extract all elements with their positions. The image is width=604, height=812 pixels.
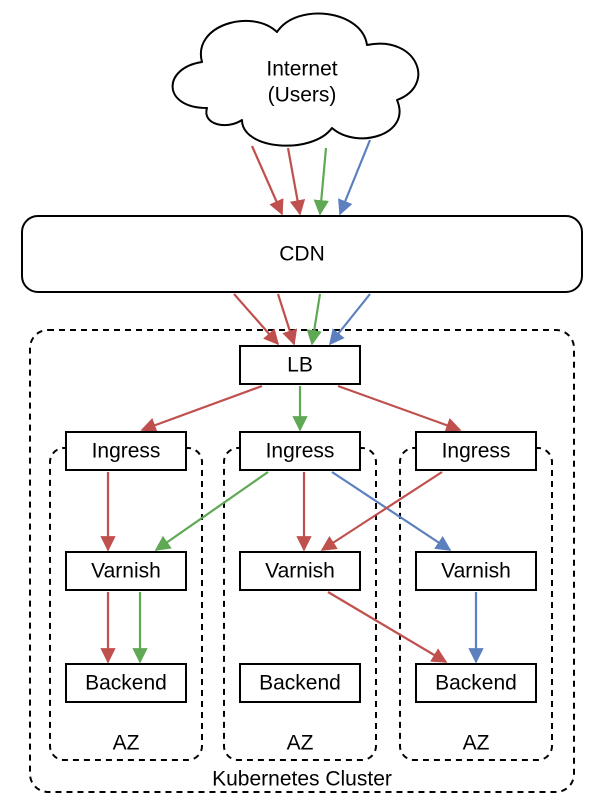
- ingress1-label: Ingress: [92, 440, 161, 463]
- varnish2-label: Varnish: [265, 560, 335, 583]
- cluster-label: Kubernetes Cluster: [212, 768, 392, 791]
- edge-3: [340, 140, 370, 214]
- az2-label: AZ: [287, 732, 314, 755]
- edge-7: [330, 294, 370, 344]
- cdn-label: CDN: [279, 243, 325, 266]
- varnish3-label: Varnish: [441, 560, 511, 583]
- edge-10: [338, 386, 460, 430]
- edge-5: [278, 294, 294, 344]
- az1-container: [50, 448, 202, 760]
- varnish1-label: Varnish: [91, 560, 161, 583]
- ingress2-label: Ingress: [266, 440, 335, 463]
- lb-label: LB: [287, 354, 313, 377]
- edge-15: [322, 472, 442, 550]
- edge-18: [328, 592, 446, 662]
- internet-label-2: (Users): [268, 84, 337, 107]
- az3-label: AZ: [463, 732, 490, 755]
- internet-label-1: Internet: [266, 58, 337, 81]
- edge-14: [332, 472, 450, 550]
- edge-4: [234, 294, 278, 344]
- az2-container: [224, 448, 376, 760]
- ingress3-label: Ingress: [442, 440, 511, 463]
- edge-6: [312, 294, 320, 344]
- edge-8: [142, 386, 262, 430]
- backend1-label: Backend: [85, 672, 167, 695]
- az1-label: AZ: [113, 732, 140, 755]
- backend3-label: Backend: [435, 672, 517, 695]
- backend2-label: Backend: [259, 672, 341, 695]
- edge-12: [156, 472, 268, 550]
- edge-1: [288, 148, 300, 214]
- edge-0: [252, 146, 282, 214]
- edge-2: [320, 148, 326, 214]
